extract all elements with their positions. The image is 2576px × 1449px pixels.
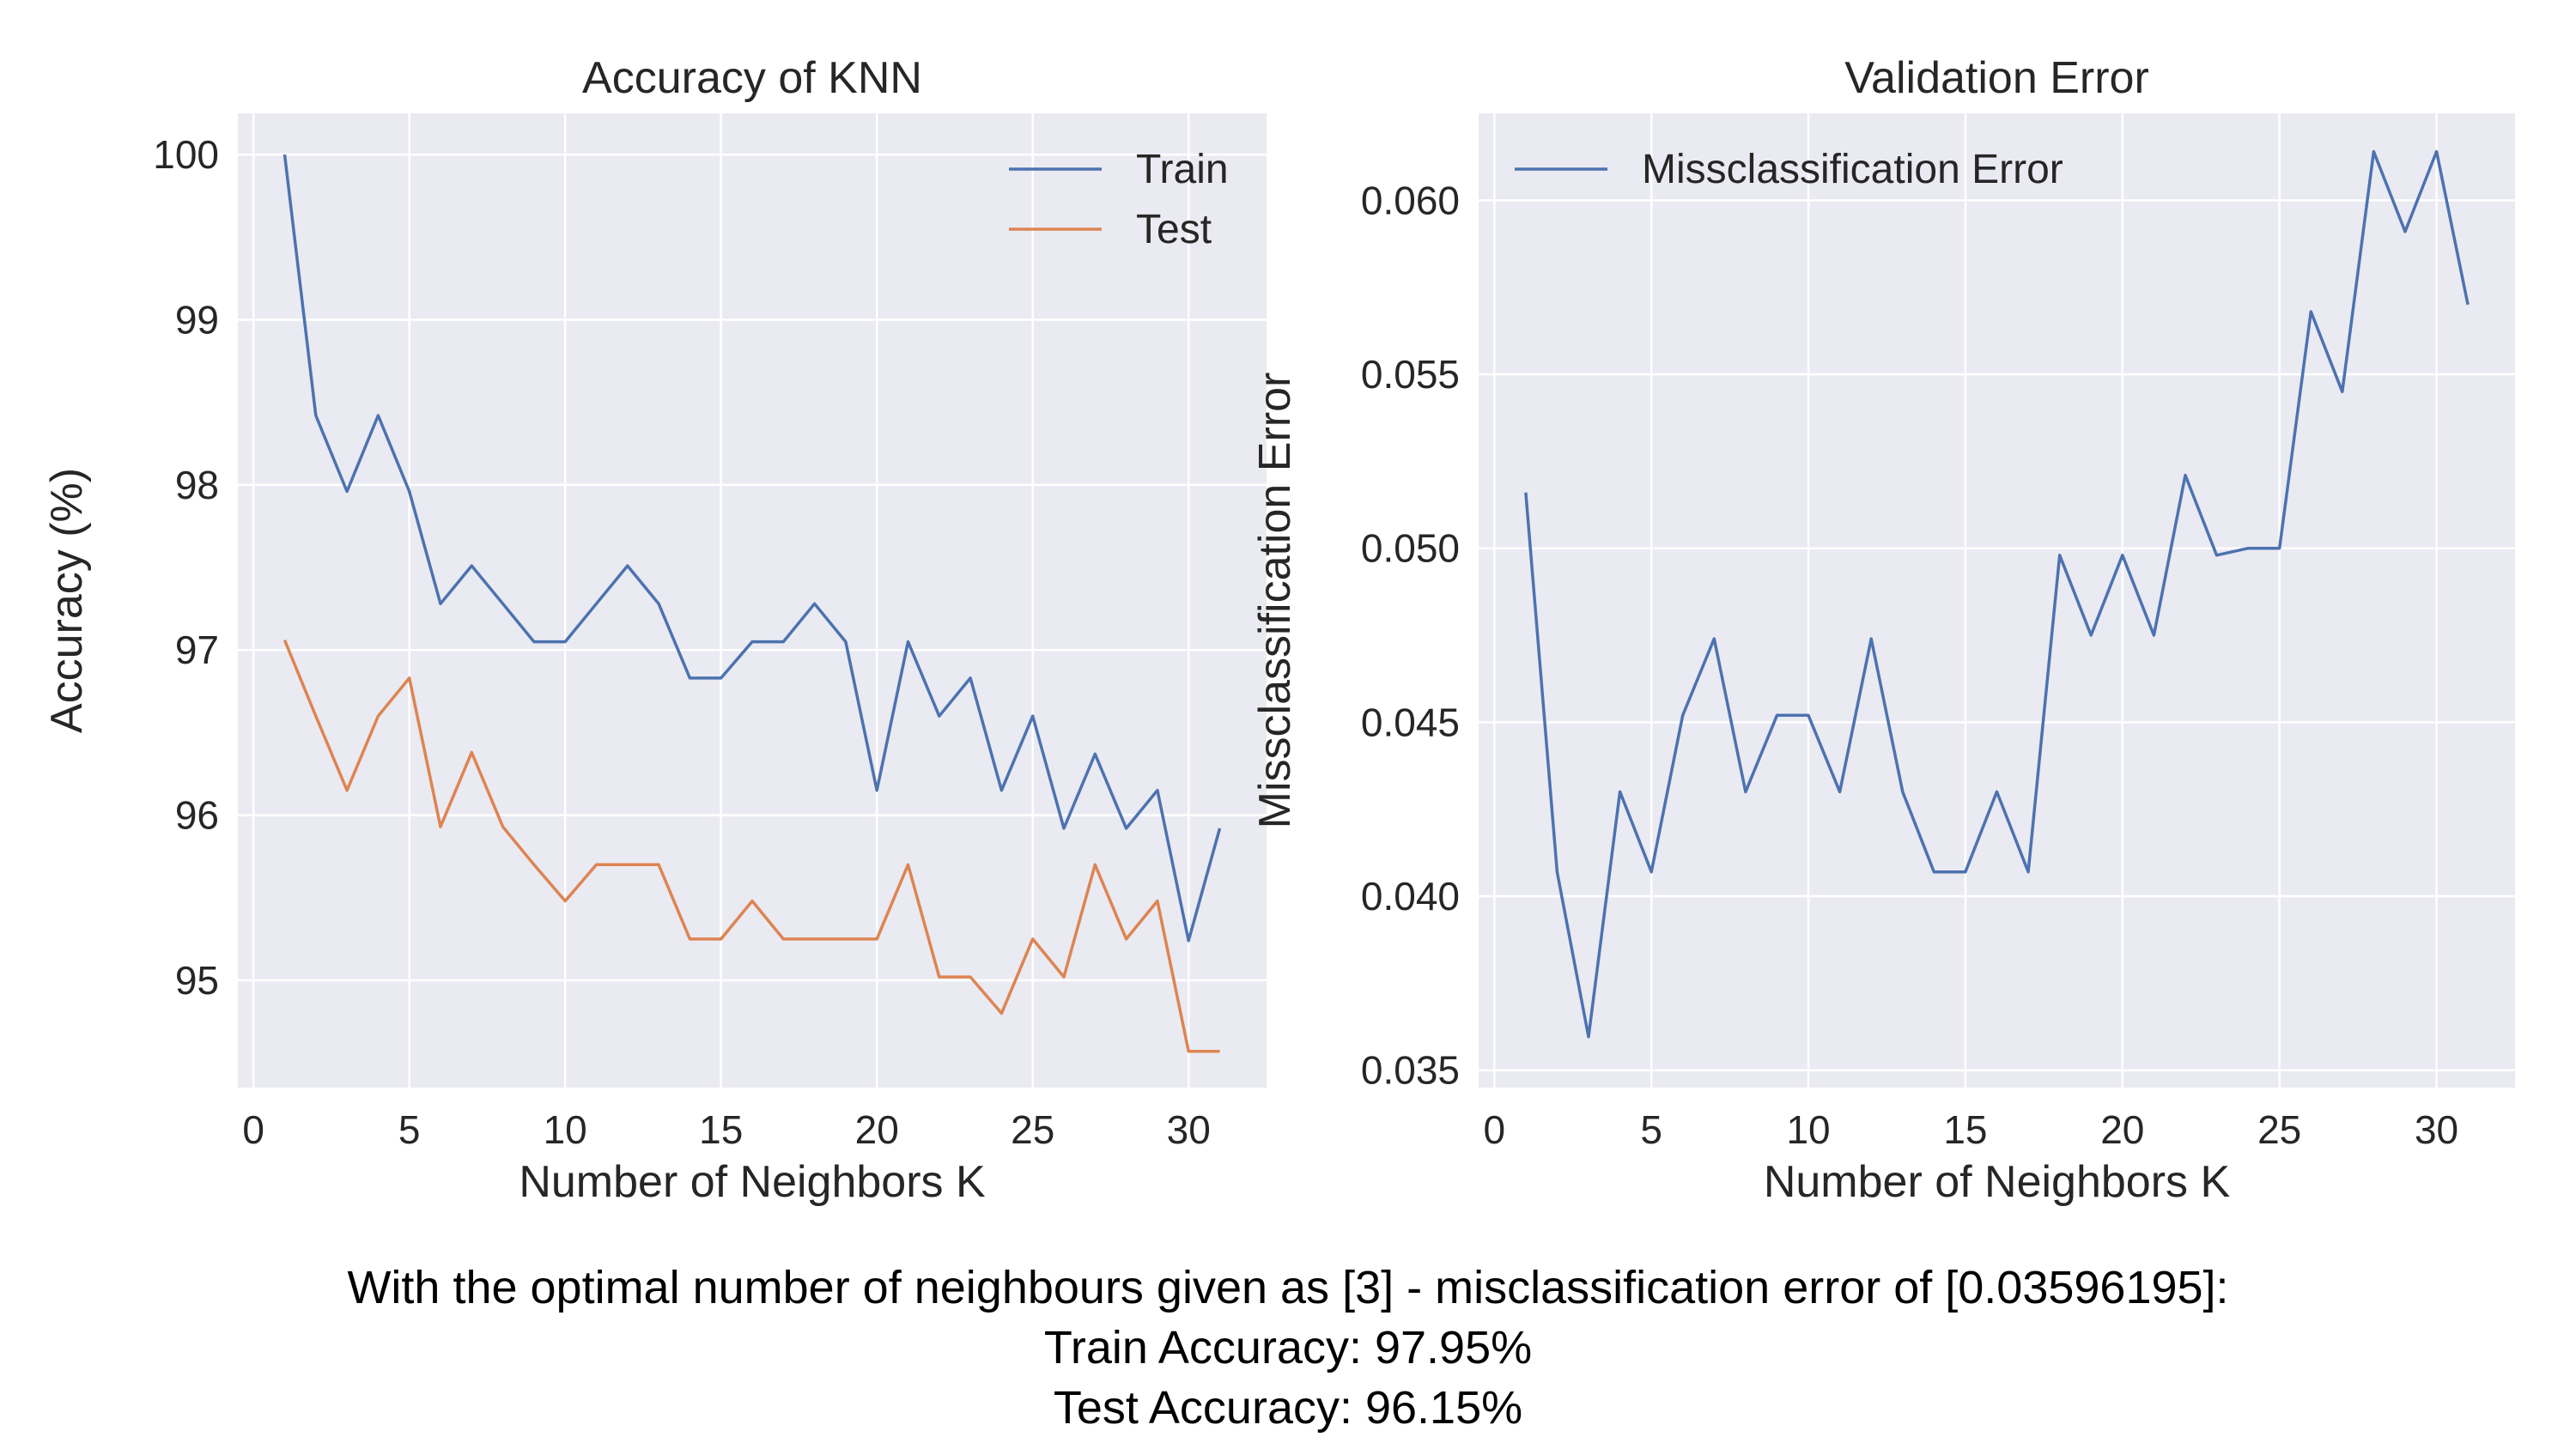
x-tick-label: 25 [2257,1107,2301,1152]
y-axis-label: Missclassification Error [1250,373,1300,829]
x-axis-label: Number of Neighbors K [1764,1157,2231,1207]
y-tick-label: 99 [175,297,219,342]
series-line-missclassification-error [1524,149,2470,1039]
y-tick-label: 0.050 [1361,526,1460,571]
y-tick-label: 96 [175,793,219,838]
chart-title: Accuracy of KNN [582,53,922,103]
caption-optimal-k: With the optimal number of neighbours gi… [347,1262,2229,1313]
y-tick-label: 0.040 [1361,874,1460,919]
y-tick-label: 97 [175,627,219,672]
y-tick-label: 95 [175,958,219,1003]
x-tick-label: 15 [1943,1107,1987,1152]
plot-area [238,113,1267,1088]
x-tick-label: 20 [2100,1107,2144,1152]
x-tick-label: 10 [544,1107,587,1152]
legend-label-missclassification-error: Missclassification Error [1642,147,2063,192]
x-tick-label: 5 [398,1107,421,1152]
y-tick-label: 0.055 [1361,352,1460,397]
y-axis-label: Accuracy (%) [42,468,92,733]
y-tick-label: 100 [153,132,219,177]
x-tick-label: 30 [1167,1107,1211,1152]
caption-train-accuracy: Train Accuracy: 97.95% [1043,1322,1533,1373]
x-tick-label: 0 [1483,1107,1505,1152]
x-tick-label: 30 [2415,1107,2458,1152]
x-tick-label: 20 [855,1107,899,1152]
chart-title: Validation Error [1844,53,2149,103]
x-tick-label: 25 [1011,1107,1054,1152]
y-tick-label: 0.035 [1361,1048,1460,1093]
caption-test-accuracy: Test Accuracy: 96.15% [1053,1382,1523,1434]
x-tick-label: 0 [242,1107,264,1152]
y-tick-label: 98 [175,463,219,507]
x-tick-label: 10 [1786,1107,1830,1152]
y-tick-label: 0.045 [1361,700,1460,744]
validation-error-chart: 0 5 10 15 20 25 30 0.035 0.040 0.045 0.050 0.055 0.0… [1250,53,2515,1207]
series-line-test [283,640,1220,1053]
legend-label-train: Train [1136,147,1229,192]
y-tick-label: 0.060 [1361,178,1460,222]
x-tick-label: 15 [699,1107,743,1152]
series-line-train [283,154,1222,943]
x-axis-label: Number of Neighbors K [519,1157,986,1207]
legend-label-test: Test [1136,207,1212,252]
accuracy-chart: 0 5 10 15 20 25 30 95 96 97 98 99 100 Accuracy of KNN… [42,53,1267,1207]
x-tick-label: 5 [1640,1107,1662,1152]
